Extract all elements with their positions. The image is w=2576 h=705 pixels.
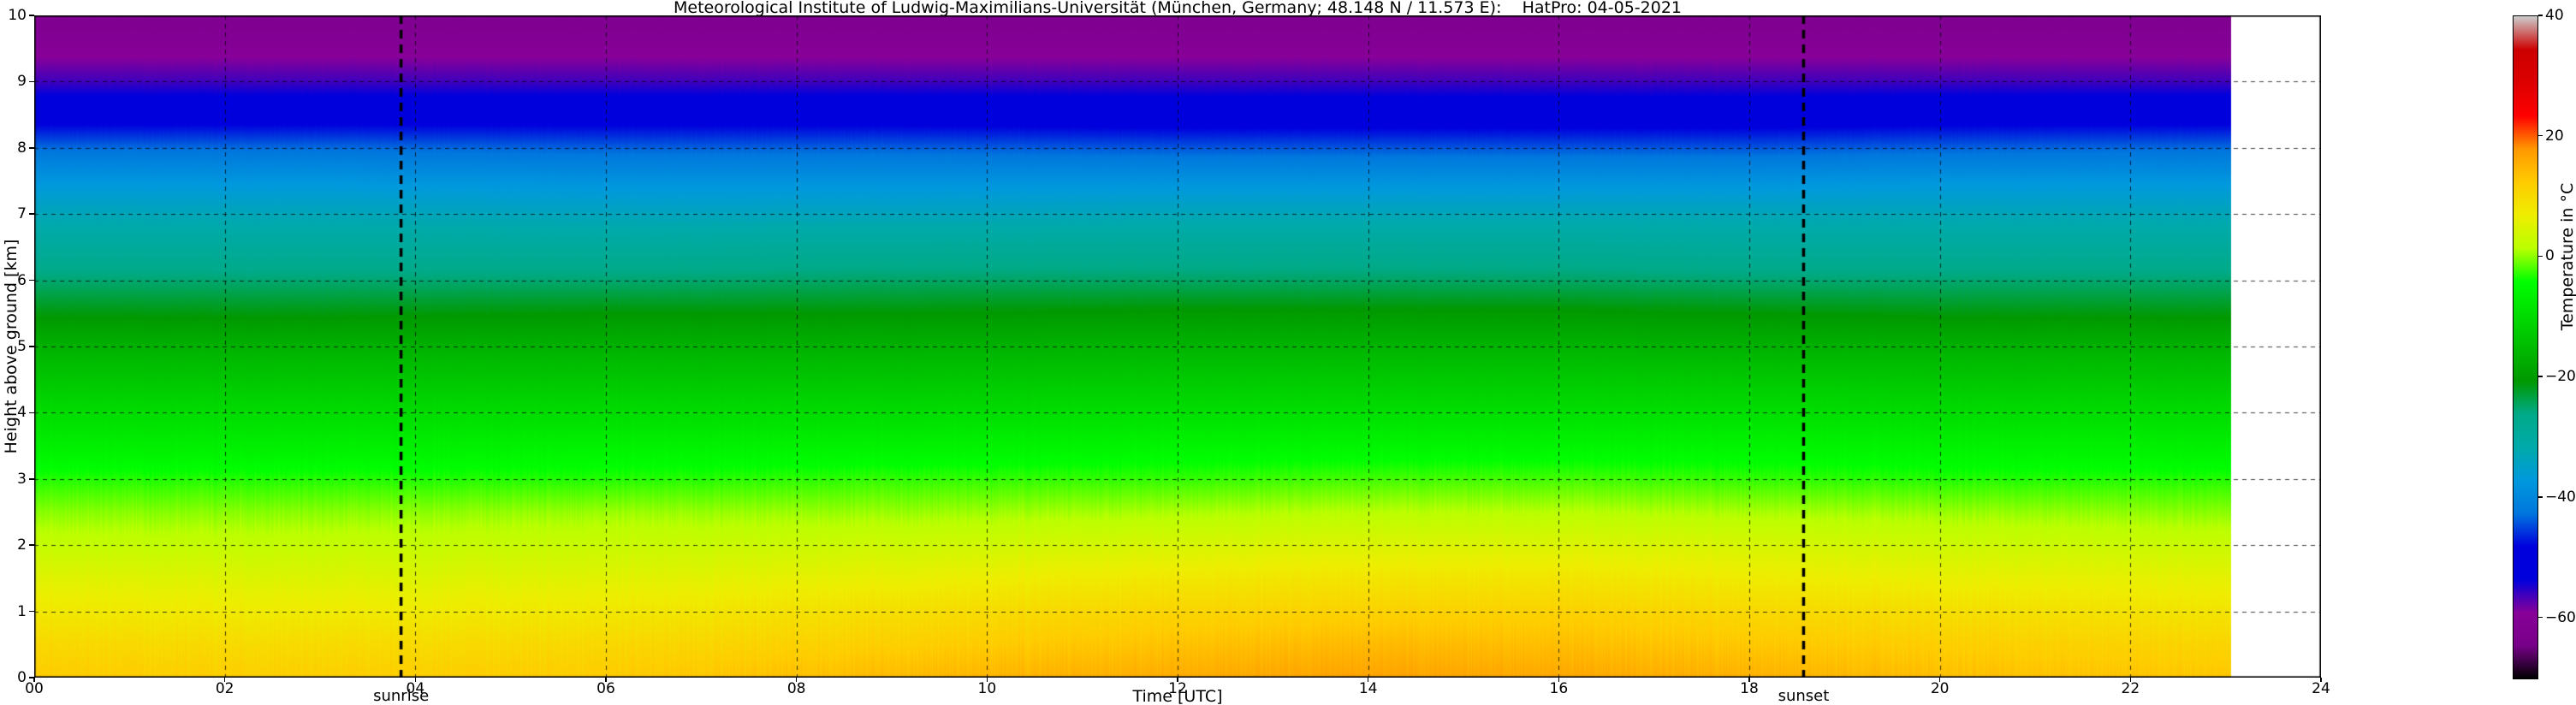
x-tick-mark [1367, 678, 1369, 682]
colorbar-tick-mark [2538, 255, 2543, 258]
y-tick-label: 4 [17, 404, 27, 422]
x-tick-label: 04 [406, 680, 425, 697]
x-tick-mark [1177, 678, 1178, 682]
x-tick-label: 24 [2312, 680, 2330, 697]
colorbar-tick-label: 0 [2545, 247, 2555, 265]
colorbar-tick-label: −20 [2545, 368, 2576, 386]
colorbar-tick-mark [2538, 496, 2543, 498]
x-tick-label: 08 [786, 680, 806, 697]
colorbar-tick-label: 40 [2545, 7, 2564, 24]
x-tick-label: 00 [25, 680, 44, 697]
x-tick-mark [605, 678, 607, 682]
y-tick-label: 9 [17, 73, 27, 91]
x-tick-label: 18 [1740, 680, 1759, 697]
x-tick-label: 16 [1549, 680, 1569, 697]
colorbar-label: Temperature in °C [2558, 182, 2576, 331]
x-tick-mark [1748, 678, 1750, 682]
y-tick-mark [29, 346, 34, 347]
y-tick-mark [29, 544, 34, 546]
y-tick-label: 10 [8, 7, 27, 24]
y-tick-label: 5 [17, 338, 27, 355]
y-tick-label: 7 [17, 205, 27, 223]
x-tick-mark [1938, 678, 1941, 682]
colorbar-tick-label: −40 [2545, 488, 2576, 506]
y-tick-mark [29, 677, 34, 678]
colorbar-canvas [2513, 15, 2538, 679]
y-tick-label: 8 [17, 139, 27, 157]
x-tick-mark [2320, 678, 2322, 682]
y-tick-label: 1 [17, 602, 27, 620]
colorbar-tick-label: −60 [2545, 608, 2576, 626]
y-tick-mark [29, 213, 34, 215]
y-tick-mark [29, 80, 34, 83]
y-tick-mark [29, 412, 34, 414]
y-tick-label: 0 [17, 669, 27, 686]
y-tick-label: 3 [17, 470, 27, 488]
y-tick-mark [29, 279, 34, 281]
x-tick-label: 10 [977, 680, 997, 697]
y-tick-mark [29, 15, 34, 16]
x-tick-label: 20 [1930, 680, 1950, 697]
x-tick-mark [33, 678, 35, 682]
x-tick-label: 12 [1168, 680, 1187, 697]
sunset-label: sunset [1778, 687, 1830, 705]
y-tick-label: 6 [17, 271, 27, 289]
colorbar-tick-label: 20 [2545, 127, 2564, 145]
x-tick-mark [2129, 678, 2132, 682]
colorbar-tick-mark [2538, 15, 2543, 16]
y-tick-mark [29, 478, 34, 480]
temperature-heatmap-canvas [34, 15, 2321, 678]
x-tick-mark [795, 678, 798, 682]
colorbar-tick-mark [2538, 616, 2543, 619]
colorbar-tick-mark [2538, 134, 2543, 137]
x-axis-label: Time [UTC] [1132, 687, 1223, 705]
x-tick-mark [223, 678, 226, 682]
sunrise-label: sunrise [373, 687, 430, 705]
colorbar-tick-mark [2538, 376, 2543, 377]
x-tick-label: 06 [597, 680, 615, 697]
chart-title: Meteorological Institute of Ludwig-Maxim… [673, 0, 1683, 17]
y-tick-mark [29, 610, 34, 613]
y-tick-mark [29, 147, 34, 149]
x-tick-label: 14 [1358, 680, 1378, 697]
x-tick-label: 22 [2121, 680, 2140, 697]
x-tick-mark [986, 678, 988, 682]
x-tick-label: 02 [215, 680, 234, 697]
y-tick-label: 2 [17, 536, 27, 554]
x-tick-mark [414, 678, 417, 682]
x-tick-mark [1558, 678, 1560, 682]
